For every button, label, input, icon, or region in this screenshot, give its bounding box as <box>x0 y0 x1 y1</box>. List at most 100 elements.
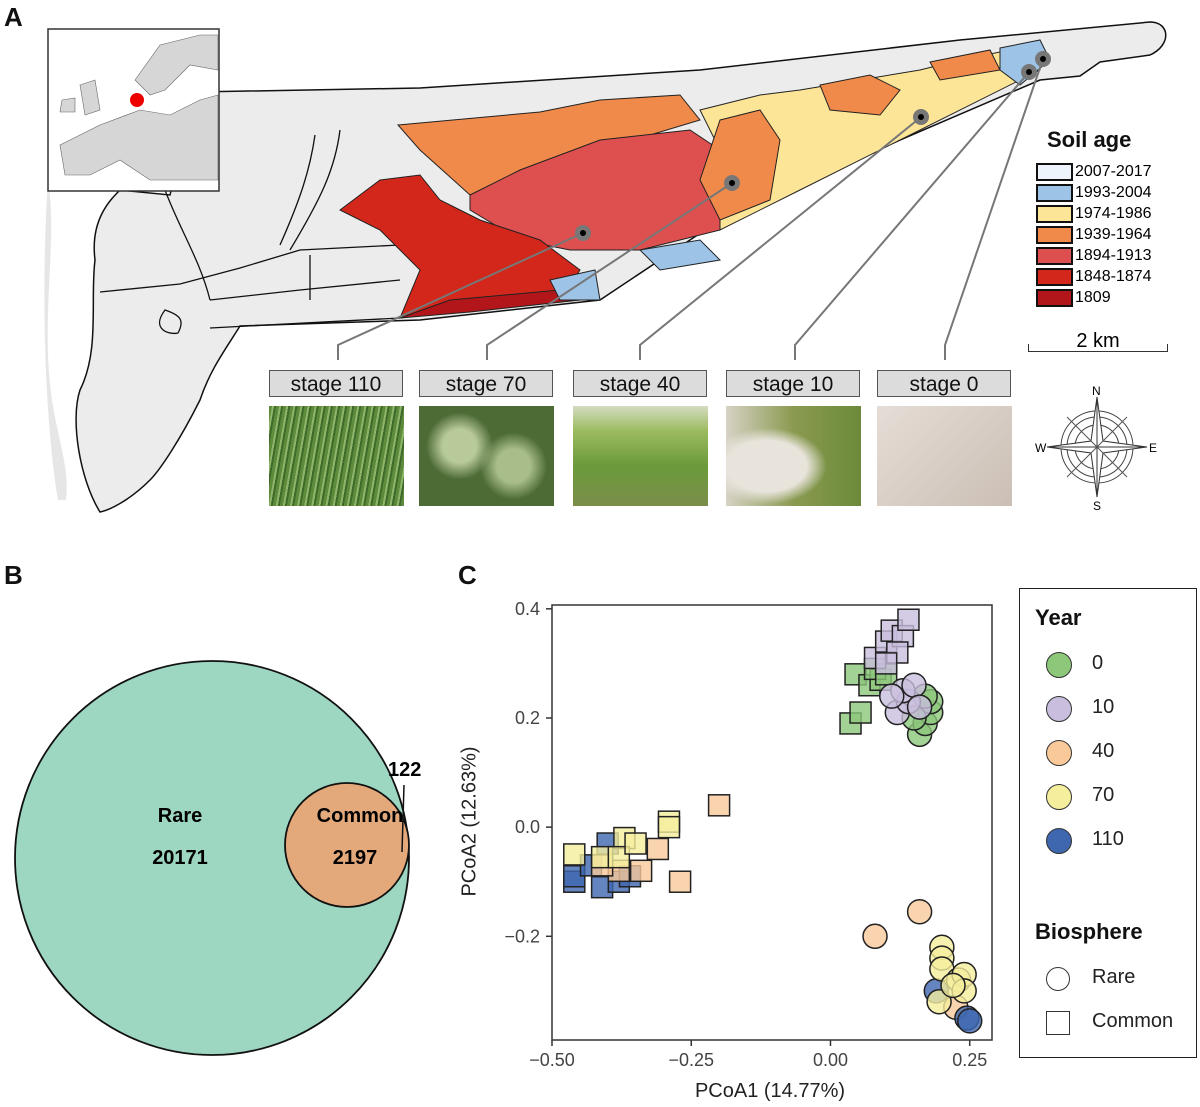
compass-s: S <box>1093 499 1101 512</box>
x-tick-label: −0.50 <box>529 1050 575 1070</box>
venn-common-label: Common <box>316 805 404 827</box>
legend-year-label: 0 <box>1092 652 1104 674</box>
stage-label: stage 0 <box>877 370 1011 397</box>
venn-rare-value: 20171 <box>152 847 208 869</box>
soil-legend-swatch <box>1036 267 1073 286</box>
photo-stage-10 <box>726 406 861 506</box>
stage-label: stage 110 <box>269 370 403 397</box>
x-axis-label: PCoA1 (14.77%) <box>694 1080 846 1102</box>
legend-year-swatch <box>1046 696 1072 722</box>
point-rare-year-70 <box>940 972 966 999</box>
point-rare-year-40 <box>906 898 933 925</box>
soil-1939-1964-b <box>699 109 781 221</box>
point-common-year-40 <box>629 859 653 883</box>
legend-biosphere-title: Biosphere <box>1035 919 1143 944</box>
legend-year-title: Year <box>1035 605 1082 630</box>
photo-stage-70 <box>419 406 554 506</box>
legend-square-icon <box>1046 1011 1070 1035</box>
point-common-year-70 <box>607 845 631 869</box>
legend-biosphere-label: Rare <box>1092 966 1136 988</box>
soil-1993-2004-c <box>638 239 722 271</box>
y-tick-label: 0.2 <box>515 708 540 728</box>
y-axis-label: PCoA2 (12.63%) <box>458 746 481 897</box>
location-dot <box>130 93 144 107</box>
soil-legend-item: 1809 <box>1036 287 1152 308</box>
point-rare-year-10 <box>878 683 905 709</box>
point-rare-year-110 <box>956 1008 983 1034</box>
legend-year-label: 70 <box>1092 784 1115 806</box>
legend-year-label: 110 <box>1092 828 1124 850</box>
legend-year-swatch <box>1046 784 1072 810</box>
soil-legend-swatch <box>1036 225 1073 244</box>
venn-common-value: 2197 <box>332 847 378 869</box>
soil-legend-label: 1939-1964 <box>1075 225 1152 243</box>
x-tick-label: −0.25 <box>668 1050 714 1070</box>
stage-label: stage 70 <box>419 370 553 397</box>
point-common-year-10 <box>897 608 920 631</box>
soil-legend-swatch <box>1036 183 1073 202</box>
scale-bar-label: 2 km <box>1076 330 1120 352</box>
point-common-year-40 <box>707 794 731 817</box>
soil-legend-label: 1894-1913 <box>1075 246 1152 264</box>
panel-a-label: A <box>4 2 23 32</box>
point-rare-year-40 <box>862 923 888 950</box>
soil-legend-swatch <box>1036 204 1073 223</box>
photo-stage-0 <box>877 406 1012 506</box>
soil-legend-swatch <box>1036 246 1073 265</box>
panel-b-label: B <box>4 560 23 590</box>
soil-legend-swatch <box>1036 288 1073 307</box>
soil-legend-label: 1848-1874 <box>1075 267 1152 285</box>
legend-year-label: 10 <box>1092 696 1115 718</box>
british-isles <box>59 79 101 116</box>
legend-year-swatch <box>1046 652 1072 678</box>
panel-c-label: C <box>458 560 477 590</box>
soil-legend-item: 1974-1986 <box>1036 203 1152 224</box>
soil-legend-item: 1894-1913 <box>1036 245 1152 266</box>
point-common-year-0 <box>849 701 872 724</box>
y-tick-label: 0.4 <box>515 599 540 619</box>
soil-legend-swatch <box>1036 162 1073 181</box>
x-tick-label: 0.00 <box>813 1050 848 1070</box>
y-tick-label: 0.0 <box>515 817 540 837</box>
scale-bar <box>1028 344 1168 352</box>
polder-lines <box>99 129 401 335</box>
soil-legend-label: 1993-2004 <box>1075 183 1152 201</box>
island-map <box>44 21 1167 513</box>
soil-1939-1964-c <box>819 74 901 116</box>
legend-year-label: 40 <box>1092 740 1115 762</box>
scandinavia <box>134 34 219 96</box>
soil-legend-item: 2007-2017 <box>1036 161 1152 182</box>
overlap-pointer <box>401 784 405 853</box>
venn-rare-circle <box>14 660 410 1056</box>
point-common-year-70 <box>624 832 647 855</box>
photo-stage-40 <box>573 406 708 506</box>
point-rare-year-70 <box>926 989 952 1015</box>
point-common-year-70 <box>657 815 681 839</box>
x-tick-label: 0.25 <box>952 1050 987 1070</box>
legend-year-swatch <box>1046 740 1072 766</box>
soil-legend-label: 1974-1986 <box>1075 204 1152 222</box>
compass-e: E <box>1149 441 1157 455</box>
point-rare-year-10 <box>906 694 933 720</box>
sandbank-west <box>44 180 67 500</box>
soil-legend-item: 1848-1874 <box>1036 266 1152 287</box>
soil-age-title: Soil age <box>1047 127 1132 152</box>
legend-biosphere-label: Common <box>1092 1010 1174 1032</box>
legend-circle-icon <box>1046 967 1070 991</box>
soil-legend-label: 2007-2017 <box>1075 162 1152 180</box>
soil-legend-item: 1939-1964 <box>1036 224 1152 245</box>
point-common-year-40 <box>646 837 670 861</box>
venn-diagram <box>14 660 410 1056</box>
photo-stage-110 <box>269 406 404 506</box>
sample-site-markers <box>575 51 1051 241</box>
compass-n: N <box>1092 384 1101 398</box>
soil-legend-label: 1809 <box>1075 288 1111 306</box>
stage-label: stage 40 <box>573 370 707 397</box>
y-tick-label: −0.2 <box>504 926 540 946</box>
island-outline <box>75 21 1167 513</box>
soil-legend-item: 1993-2004 <box>1036 182 1152 203</box>
scatter-legend: Year 0 10 40 70 110 Biosphere Rare Common <box>1019 588 1197 1058</box>
venn-overlap-value: 122 <box>388 759 422 781</box>
stage-arrows <box>337 58 1044 360</box>
